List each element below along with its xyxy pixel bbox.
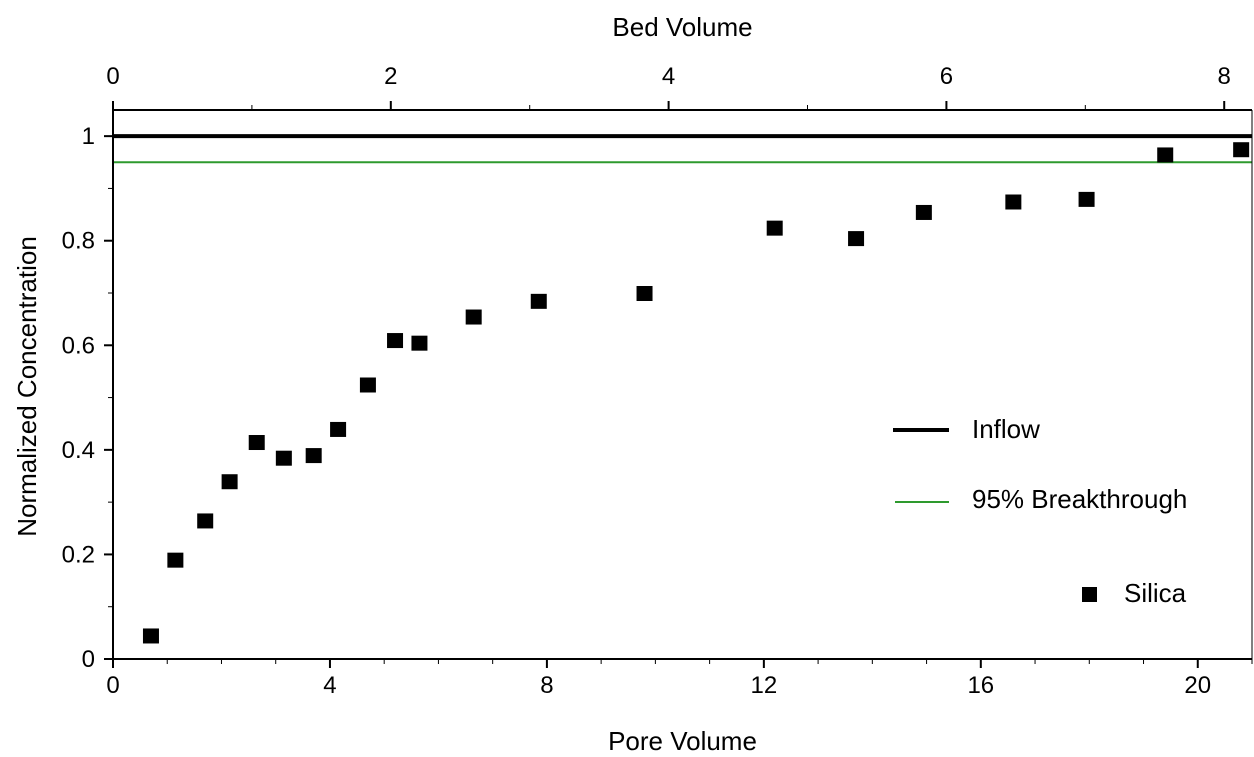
x2-tick-label: 6 — [940, 63, 953, 90]
x-tick-label: 12 — [751, 672, 778, 699]
x2-tick-label: 4 — [662, 63, 675, 90]
silica-data-point — [411, 335, 428, 351]
x-tick-label: 20 — [1184, 672, 1211, 699]
silica-data-point — [142, 628, 159, 644]
x2-tick-label: 2 — [384, 63, 397, 90]
silica-data-point — [275, 450, 292, 466]
y-tick-label: 0 — [82, 646, 95, 673]
reference-lines-layer — [113, 134, 1252, 164]
silica-data-point — [848, 231, 865, 247]
legend-silica-swatch — [1082, 587, 1097, 602]
silica-data-point — [1157, 147, 1174, 163]
axes-frame-layer — [112, 109, 1253, 660]
y-tick-label: 0.4 — [62, 437, 95, 464]
x-tick-label: 16 — [967, 672, 994, 699]
silica-data-point — [305, 448, 322, 464]
silica-data-point — [221, 474, 238, 490]
silica-data-point — [465, 309, 482, 325]
silica-data-point — [915, 204, 932, 220]
y-tick-label: 0.8 — [62, 228, 95, 255]
silica-data-point — [330, 421, 347, 437]
silica-data-point — [530, 293, 547, 309]
silica-data-point — [1078, 191, 1095, 207]
x-tick-label: 8 — [540, 672, 553, 699]
legend-breakthrough-label: 95% Breakthrough — [972, 484, 1187, 514]
y-axis-title: Normalized Concentration — [12, 236, 42, 537]
data-points-layer — [142, 142, 1250, 644]
silica-data-point — [766, 220, 783, 236]
y-tick-label: 0.2 — [62, 541, 95, 568]
silica-data-point — [167, 552, 184, 568]
x-tick-label: 0 — [106, 672, 119, 699]
silica-data-point — [248, 435, 265, 451]
legend-inflow-label: Inflow — [972, 414, 1040, 444]
silica-data-point — [1005, 194, 1022, 210]
x-tick-label: 4 — [323, 672, 336, 699]
x2-axis-title: Bed Volume — [612, 12, 752, 42]
ticks-layer: 0 4 8 12 16 20 0 2 4 6 8 0 0.2 0.4 0.6 0.8 1 — [62, 63, 1253, 699]
silica-data-point — [636, 286, 653, 301]
silica-data-point — [359, 377, 376, 393]
y-tick-label: 0.6 — [62, 332, 95, 359]
silica-data-point — [197, 513, 214, 529]
x2-tick-label: 0 — [106, 63, 119, 90]
legend: Inflow 95% Breakthrough Silica — [893, 414, 1187, 608]
x2-tick-label: 8 — [1218, 63, 1231, 90]
x-axis-title: Pore Volume — [608, 726, 757, 756]
y-tick-label: 1 — [82, 123, 95, 150]
silica-data-point — [1233, 142, 1250, 158]
legend-silica-label: Silica — [1124, 578, 1187, 608]
silica-data-point — [387, 333, 404, 349]
